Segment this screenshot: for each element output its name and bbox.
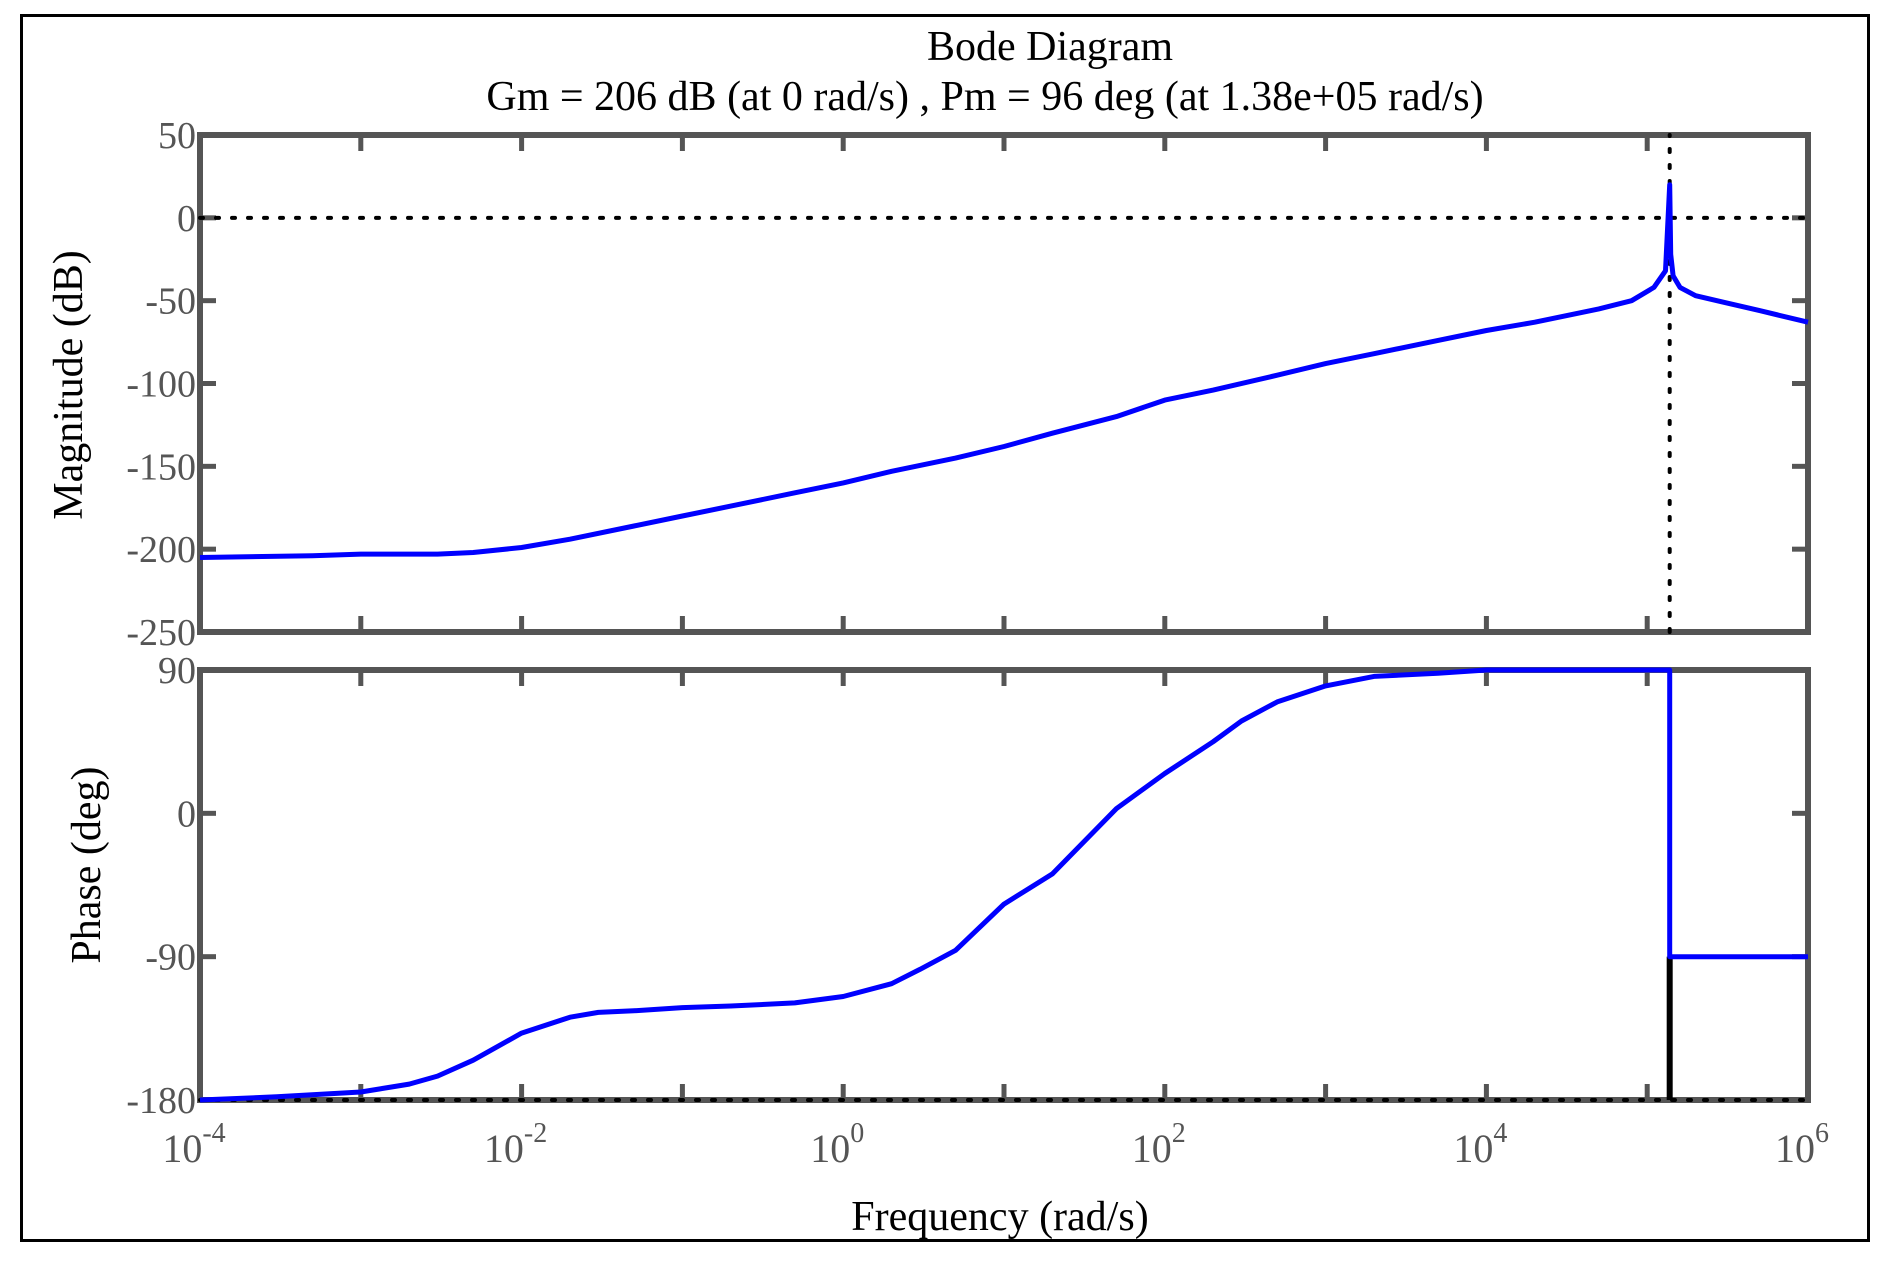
chart-title: Bode Diagram [927,24,1173,70]
x-tick-label: 104 [1453,1118,1507,1171]
y-tick-label: -200 [126,529,196,571]
x-tick-label: 102 [1132,1118,1186,1171]
x-tick-label: 10-2 [484,1118,547,1171]
x-tick-label: 10-4 [162,1118,225,1171]
phase-series-line [199,667,1808,1103]
y-tick-label: -250 [126,612,196,654]
y-tick-label: -50 [145,281,196,323]
x-tick-label: 100 [810,1118,864,1171]
y-tick-label: 0 [177,793,196,835]
magnitude-axis-label: Magnitude (dB) [46,250,92,519]
y-tick-label: 0 [177,198,196,240]
y-tick-label: 50 [158,115,196,157]
magnitude-panel: 50 0 -50 -100 -150 -200 -250 [126,115,1811,654]
chart-subtitle: Gm = 206 dB (at 0 rad/s) , Pm = 96 deg (… [486,74,1483,120]
frequency-axis-label: Frequency (rad/s) [851,1194,1148,1240]
y-tick-label: -150 [126,446,196,488]
y-tick-label: 90 [158,650,196,692]
phase-axis-label: Phase (deg) [64,766,110,963]
y-tick-label: -90 [145,937,196,979]
phase-axes-box [197,667,1811,1103]
y-tick-label: -100 [126,364,196,406]
x-tick-label: 106 [1775,1118,1829,1171]
magnitude-series-line [199,182,1809,560]
y-tick-label: -180 [126,1080,196,1122]
magnitude-axes-box [197,132,1811,635]
